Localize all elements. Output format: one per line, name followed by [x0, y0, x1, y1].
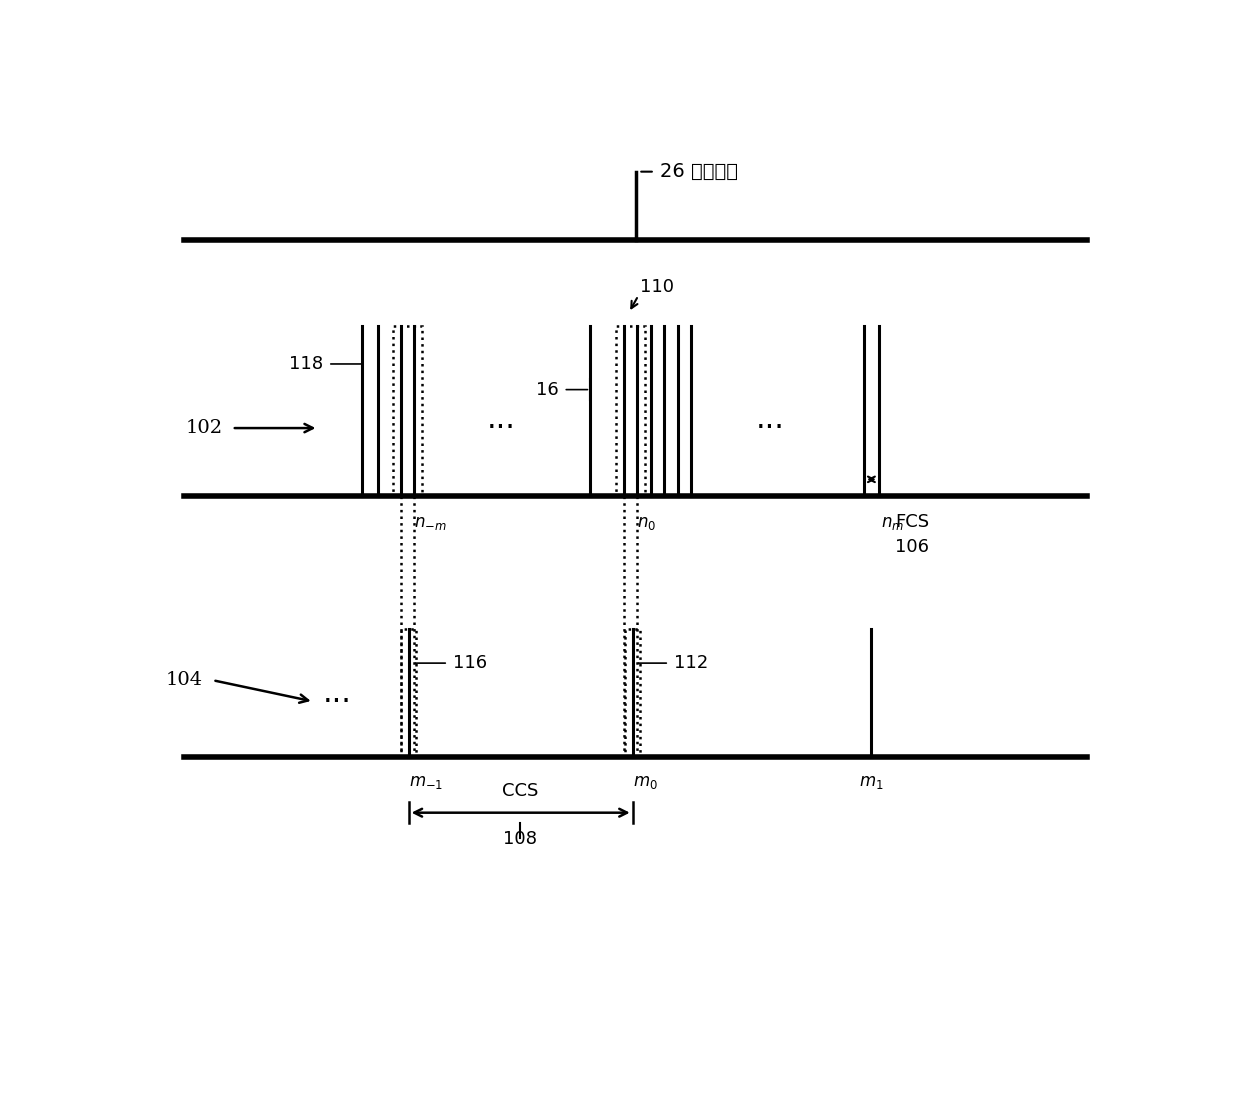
- Text: ...: ...: [486, 405, 516, 434]
- Text: $m_{-1}$: $m_{-1}$: [409, 773, 443, 790]
- Text: CCS: CCS: [502, 781, 538, 800]
- Text: 112: 112: [675, 654, 708, 673]
- Text: $n_0$: $n_0$: [637, 514, 656, 532]
- Text: $m_0$: $m_0$: [632, 773, 657, 790]
- Text: 102: 102: [185, 420, 222, 437]
- Text: ...: ...: [324, 678, 352, 707]
- Bar: [401, 629, 417, 757]
- Text: 26 输出激光: 26 输出激光: [660, 162, 738, 181]
- Text: 106: 106: [895, 538, 929, 556]
- Text: 16: 16: [536, 381, 558, 398]
- Bar: [616, 325, 645, 496]
- Text: FCS: FCS: [895, 513, 929, 531]
- Text: $m_1$: $m_1$: [858, 773, 883, 790]
- Text: $n_m$: $n_m$: [880, 514, 904, 532]
- Text: 116: 116: [453, 654, 487, 673]
- Text: 118: 118: [289, 355, 324, 373]
- Text: ...: ...: [755, 405, 785, 434]
- Bar: [393, 325, 422, 496]
- Text: 110: 110: [640, 278, 675, 296]
- Text: 104: 104: [166, 672, 203, 689]
- Bar: [625, 629, 640, 757]
- Text: 108: 108: [503, 830, 537, 848]
- Text: $n_{-m}$: $n_{-m}$: [414, 514, 448, 532]
